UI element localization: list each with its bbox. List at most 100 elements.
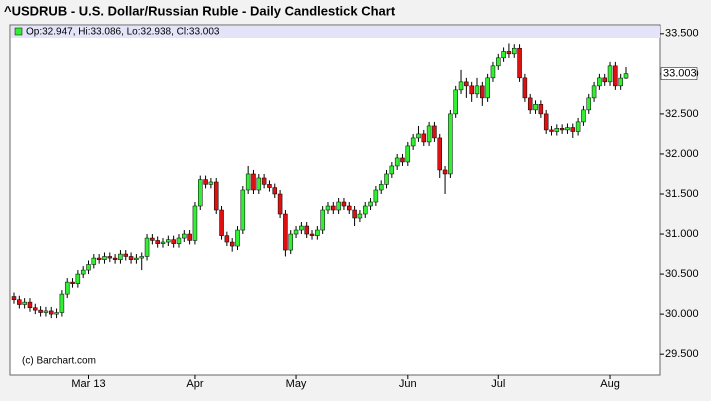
candle-body: [559, 128, 565, 131]
candle-body: [485, 77, 490, 99]
y-tick-label: 30.000: [665, 308, 699, 320]
candle-body: [575, 121, 581, 132]
plot-area: [9, 24, 661, 376]
candle-body: [511, 47, 517, 55]
candle-body: [527, 97, 533, 111]
candle-body: [490, 65, 496, 79]
y-tick-label: 33.500: [665, 28, 699, 40]
candle-body: [453, 89, 458, 115]
candle-body: [501, 51, 506, 59]
candle-body: [267, 184, 272, 188]
candle-body: [70, 281, 75, 284]
x-tick-label: May: [286, 378, 307, 390]
candle-body: [91, 257, 97, 265]
candle-body: [182, 233, 187, 239]
candle-body: [49, 310, 54, 315]
candle-body: [17, 299, 22, 305]
y-tick-label: 31.000: [665, 228, 699, 240]
candle-body: [80, 269, 86, 275]
y-tick-label: 29.500: [665, 348, 699, 360]
candle-body: [176, 237, 182, 244]
candle-body: [442, 169, 448, 175]
candle-body: [59, 293, 65, 313]
candle-body: [144, 237, 150, 257]
candle-body: [277, 193, 283, 215]
candle-body: [400, 157, 405, 163]
candle-body: [602, 77, 607, 83]
candle-body: [607, 65, 613, 83]
candle-body: [224, 235, 230, 243]
candle-body: [198, 179, 203, 207]
candle-body: [155, 240, 160, 244]
x-tick-label: Apr: [186, 378, 203, 390]
legend-swatch: [14, 27, 23, 36]
candle-body: [357, 213, 363, 219]
candle-body: [549, 129, 554, 132]
candle-body: [362, 205, 368, 215]
candle-body: [160, 241, 166, 244]
candle-body: [543, 113, 549, 131]
last-price-box: [660, 67, 698, 80]
candle-body: [565, 127, 570, 131]
candle-body: [107, 256, 113, 259]
candle-body: [373, 189, 379, 203]
candle-body: [64, 281, 70, 295]
candle-body: [480, 85, 485, 99]
candle-body: [118, 253, 123, 260]
candle-body: [506, 51, 512, 55]
candle-body: [139, 256, 144, 259]
x-tick-label: Aug: [600, 378, 620, 390]
x-tick-label: Jul: [491, 378, 505, 390]
candle-body: [591, 85, 597, 99]
candle-body: [293, 229, 299, 235]
candle-body: [474, 85, 480, 95]
candle-body: [245, 173, 251, 191]
candle-body: [235, 229, 240, 247]
candle-body: [464, 81, 469, 87]
candle-body: [405, 145, 411, 163]
candle-body: [522, 77, 528, 99]
chart-title: ^USDRUB - U.S. Dollar/Russian Ruble - Da…: [4, 3, 396, 18]
candle-body: [208, 181, 214, 185]
candle-body: [533, 104, 538, 111]
candle-body: [203, 179, 208, 185]
candle-body: [33, 307, 38, 311]
candle-body: [22, 301, 27, 305]
candle-body: [320, 209, 325, 231]
watermark: (c) Barchart.com: [22, 356, 96, 367]
candle-body: [517, 47, 522, 79]
candle-body: [368, 201, 373, 207]
candle-body: [496, 57, 501, 67]
candle-body: [570, 127, 576, 132]
candle-body: [581, 109, 586, 123]
legend-band: [11, 26, 660, 38]
y-tick-label: 31.500: [665, 188, 699, 200]
candle-body: [187, 233, 192, 241]
candle-body: [134, 257, 139, 260]
candle-body: [96, 257, 102, 260]
candle-body: [394, 157, 400, 167]
candle-body: [299, 225, 304, 231]
candle-body: [448, 113, 453, 175]
y-tick-label: 32.500: [665, 108, 699, 120]
candle-body: [389, 165, 395, 175]
candle-body: [43, 310, 49, 313]
y-tick-label: 32.000: [665, 148, 699, 160]
x-tick-label: Jun: [399, 378, 417, 390]
candle-body: [288, 233, 293, 251]
candle-body: [352, 209, 357, 219]
candle-body: [613, 65, 618, 87]
candle-body: [586, 97, 591, 111]
candle-body: [102, 256, 107, 260]
legend-text: Op:32.947, Hi:33.086, Lo:32.938, Cl:33.0…: [26, 27, 220, 38]
candle-body: [458, 81, 464, 91]
candle-body: [38, 309, 43, 313]
candle-body: [347, 205, 352, 211]
candle-body: [384, 173, 389, 185]
candle-body: [421, 133, 427, 143]
candle-body: [192, 205, 198, 241]
candle-body: [283, 213, 288, 251]
candle-body: [219, 209, 224, 236]
candle-body: [325, 205, 331, 211]
